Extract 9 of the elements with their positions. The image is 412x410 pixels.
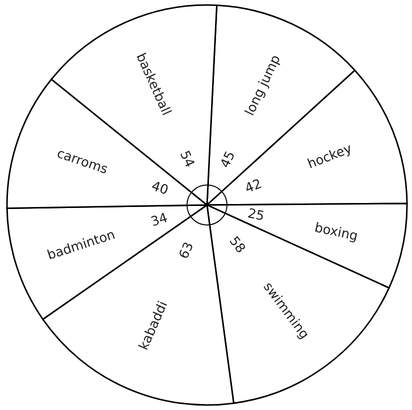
data-label: 54 [176, 148, 197, 170]
data-label: 63 [176, 240, 198, 262]
data-label: 34 [149, 210, 170, 230]
data-label: 42 [243, 176, 264, 197]
data-label: 25 [246, 206, 266, 224]
data-label: 58 [226, 234, 248, 256]
data-label: 40 [149, 178, 170, 199]
slice-label: boxing [313, 220, 359, 244]
data-label: 45 [218, 149, 239, 170]
